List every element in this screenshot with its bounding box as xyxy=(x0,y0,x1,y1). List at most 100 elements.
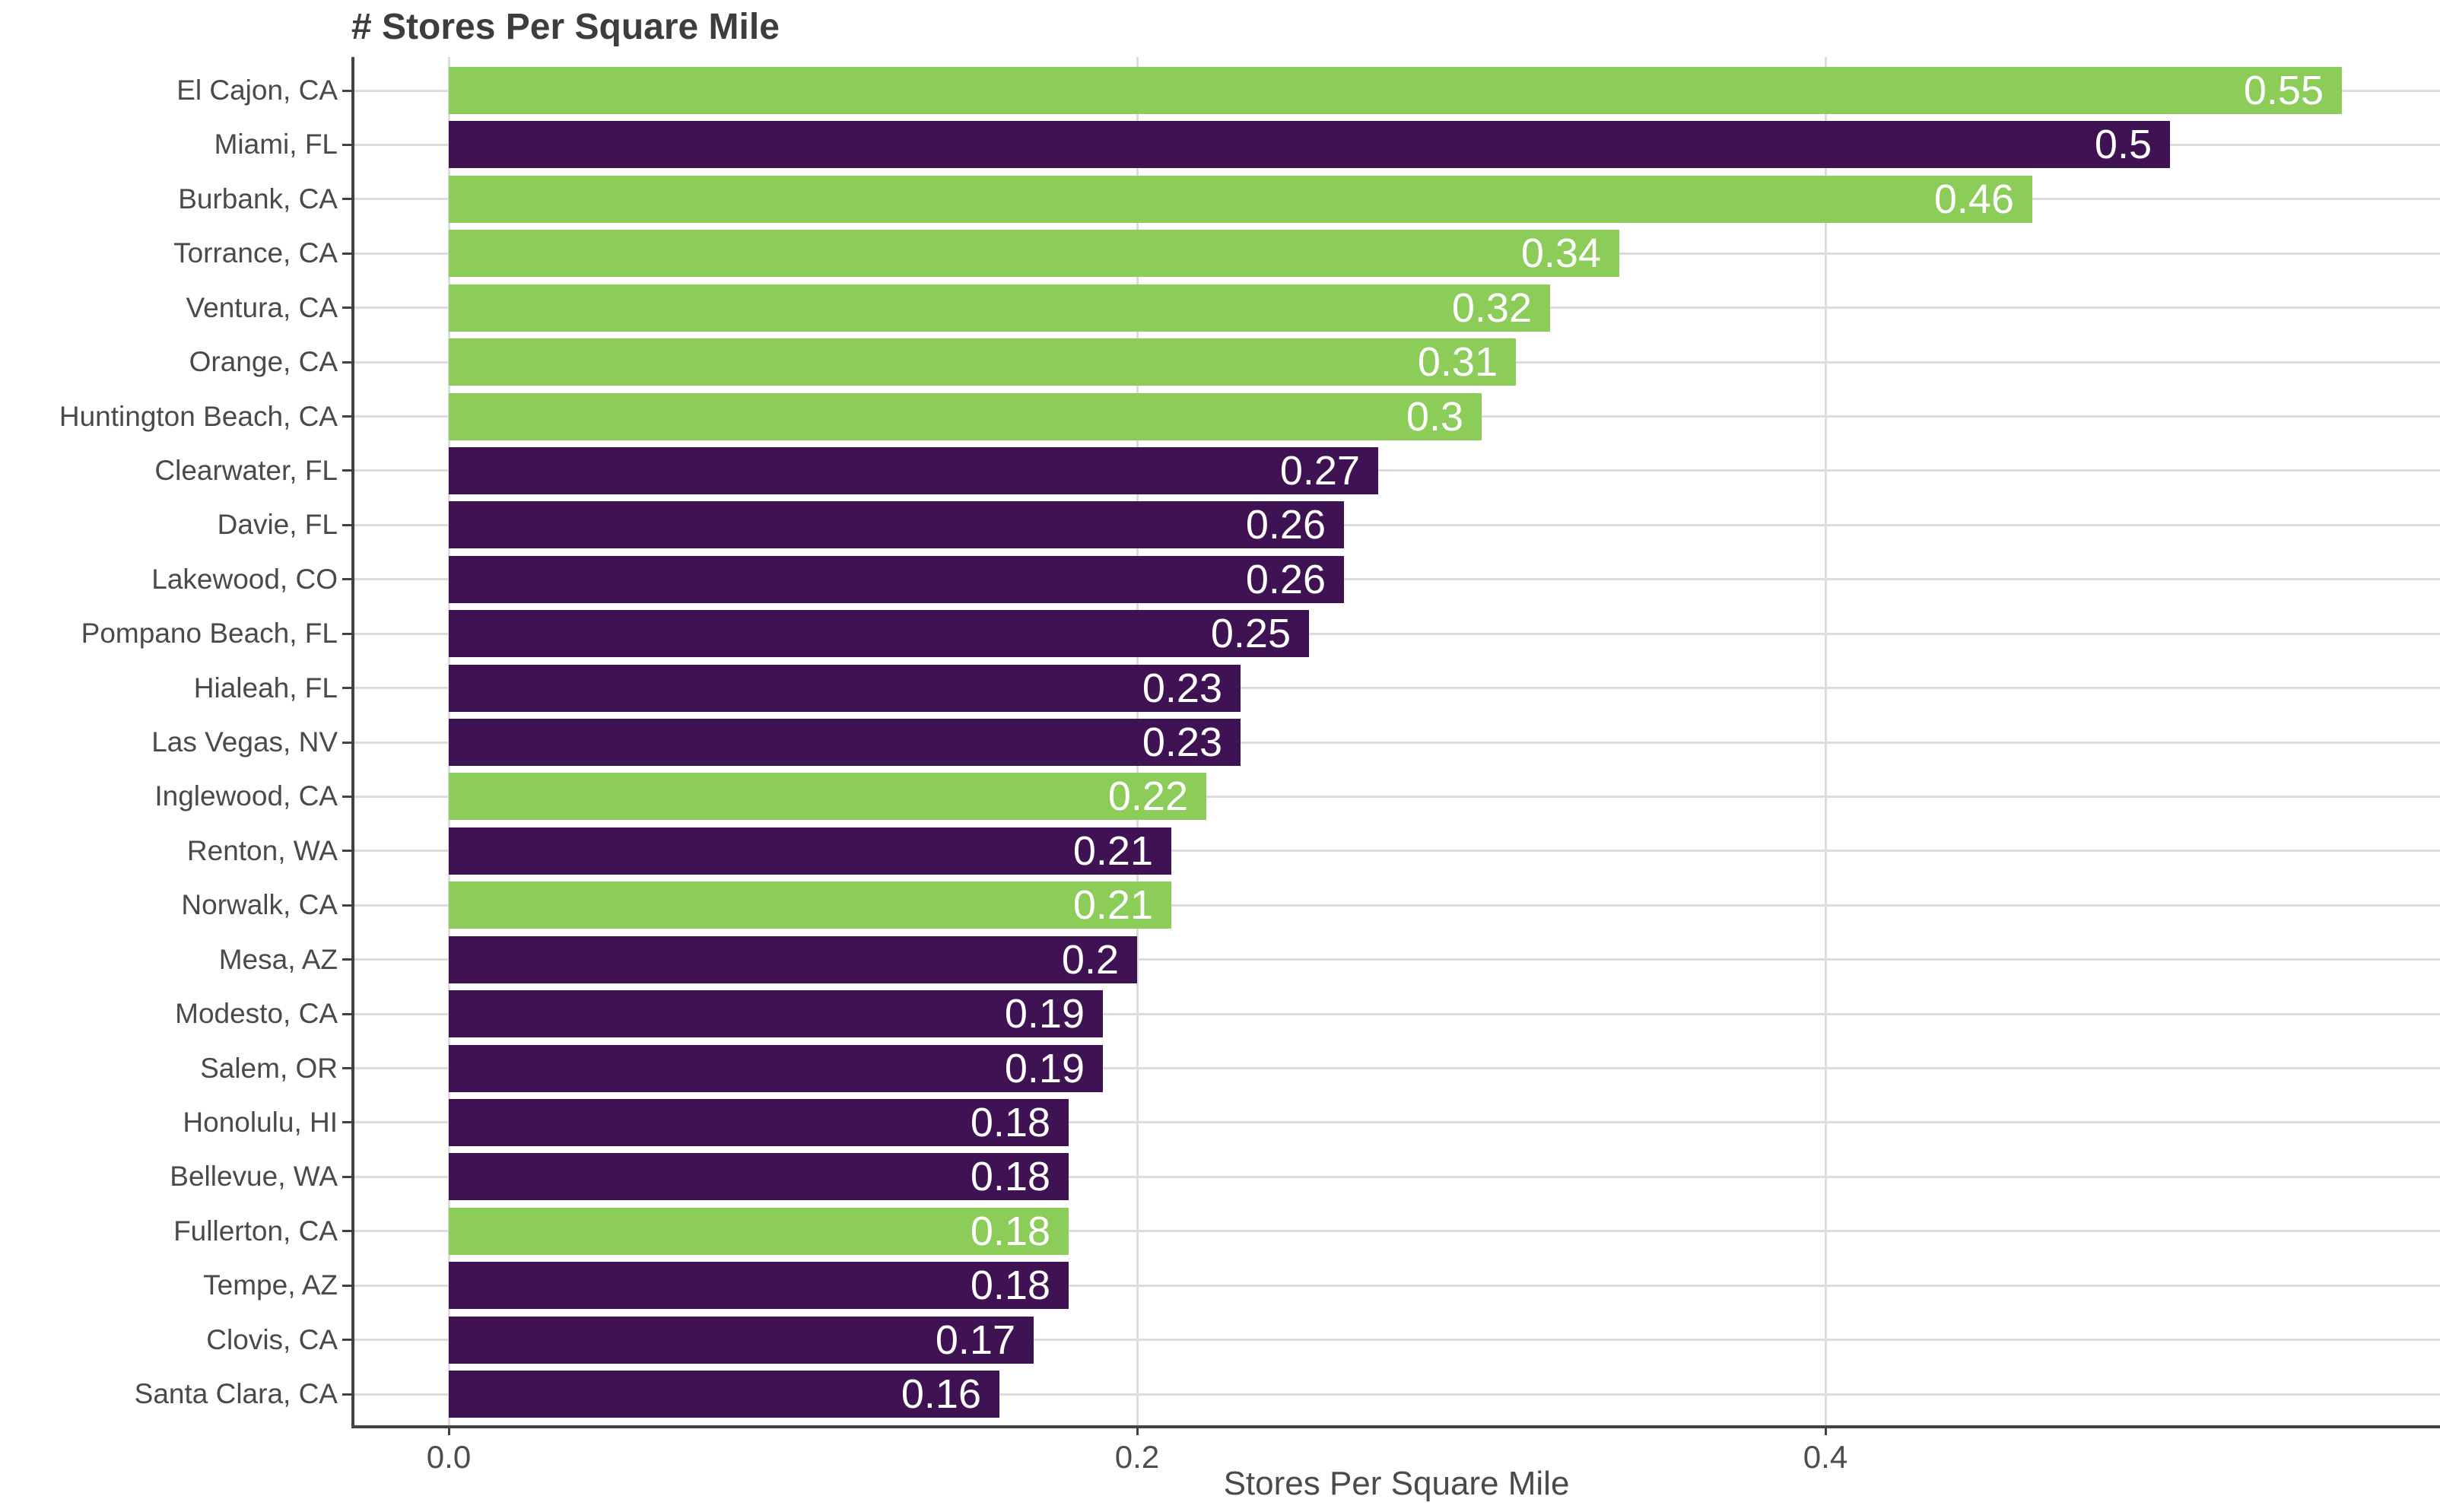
bar-value-label: 0.3 xyxy=(1406,393,1463,440)
bar-value-label: 0.16 xyxy=(901,1371,981,1417)
x-axis-tick xyxy=(447,1425,450,1435)
category-gridline xyxy=(351,1121,2440,1124)
bar-modesto-ca: 0.19 xyxy=(449,990,1103,1038)
bar-value-label: 0.2 xyxy=(1061,936,1119,983)
bar-huntington-beach-ca: 0.3 xyxy=(449,392,1482,440)
bar-value-label: 0.19 xyxy=(1004,991,1085,1037)
bar-value-label: 0.18 xyxy=(970,1208,1050,1254)
bar-inglewood-ca: 0.22 xyxy=(449,773,1206,821)
bar-santa-clara-ca: 0.16 xyxy=(449,1371,999,1418)
category-gridline xyxy=(351,469,2440,472)
y-axis-tick xyxy=(342,143,353,146)
bar-burbank-ca: 0.46 xyxy=(449,175,2032,223)
bar-value-label: 0.22 xyxy=(1107,773,1188,820)
y-axis-label: Torrance, CA xyxy=(173,237,338,269)
bar-value-label: 0.21 xyxy=(1072,882,1153,929)
category-gridline xyxy=(351,1284,2440,1287)
y-axis-tick xyxy=(342,1230,353,1233)
y-axis-tick xyxy=(342,307,353,310)
bar-pompano-beach-fl: 0.25 xyxy=(449,610,1309,658)
bar-value-label: 0.27 xyxy=(1279,447,1360,494)
chart-title: # Stores Per Square Mile xyxy=(351,7,780,47)
category-gridline xyxy=(351,687,2440,690)
y-axis-label: Huntington Beach, CA xyxy=(59,400,338,432)
category-gridline xyxy=(351,850,2440,853)
x-axis-tick-label: 0.2 xyxy=(1114,1439,1160,1475)
y-axis-label: Tempe, AZ xyxy=(203,1269,338,1301)
y-axis-line xyxy=(351,57,354,1428)
category-gridline xyxy=(351,795,2440,798)
y-axis-tick xyxy=(342,1393,353,1396)
y-axis-tick xyxy=(342,469,353,472)
y-axis-tick xyxy=(342,1067,353,1069)
y-axis-label: Ventura, CA xyxy=(186,291,338,323)
x-axis-tick xyxy=(1824,1425,1827,1435)
bar-miami-fl: 0.5 xyxy=(449,121,2170,169)
y-axis-label: Davie, FL xyxy=(217,509,338,541)
bar-value-label: 0.18 xyxy=(970,1154,1050,1200)
y-axis-label: Miami, FL xyxy=(214,129,338,160)
category-gridline xyxy=(351,578,2440,581)
bar-ventura-ca: 0.32 xyxy=(449,284,1550,332)
y-axis-tick xyxy=(342,578,353,581)
x-axis-tick-label: 0.0 xyxy=(426,1439,472,1475)
bar-bellevue-wa: 0.18 xyxy=(449,1153,1069,1201)
bar-torrance-ca: 0.34 xyxy=(449,230,1619,278)
category-gridline xyxy=(351,741,2440,744)
y-axis-tick xyxy=(342,958,353,961)
bar-value-label: 0.26 xyxy=(1245,556,1326,602)
y-axis-tick xyxy=(342,1339,353,1342)
bar-value-label: 0.25 xyxy=(1210,611,1291,657)
bar-orange-ca: 0.31 xyxy=(449,338,1516,386)
y-axis-tick xyxy=(342,632,353,635)
x-axis-line xyxy=(351,1425,2440,1428)
y-axis-label: Las Vegas, NV xyxy=(151,726,338,758)
category-gridline xyxy=(351,1175,2440,1178)
y-axis-tick xyxy=(342,523,353,526)
bar-renton-wa: 0.21 xyxy=(449,827,1171,875)
bar-hialeah-fl: 0.23 xyxy=(449,664,1241,712)
y-axis-tick xyxy=(342,89,353,92)
bar-value-label: 0.34 xyxy=(1520,230,1601,277)
y-axis-tick xyxy=(342,361,353,364)
x-axis-tick-label: 0.4 xyxy=(1803,1439,1848,1475)
bar-value-label: 0.18 xyxy=(970,1263,1050,1309)
y-axis-tick xyxy=(342,687,353,690)
y-axis-label: Hialeah, FL xyxy=(193,672,338,704)
bar-mesa-az: 0.2 xyxy=(449,935,1137,983)
category-gridline xyxy=(351,1339,2440,1342)
y-axis-label: Clearwater, FL xyxy=(154,454,338,486)
y-axis-label: Fullerton, CA xyxy=(173,1215,338,1247)
category-gridline xyxy=(351,1230,2440,1233)
bar-honolulu-hi: 0.18 xyxy=(449,1098,1069,1146)
y-axis-tick xyxy=(342,1121,353,1124)
bar-tempe-az: 0.18 xyxy=(449,1262,1069,1310)
y-axis-label: Clovis, CA xyxy=(206,1323,338,1355)
bar-value-label: 0.31 xyxy=(1417,339,1498,386)
bar-value-label: 0.23 xyxy=(1142,665,1222,711)
y-axis-tick xyxy=(342,1175,353,1178)
x-axis-tick xyxy=(1136,1425,1139,1435)
bar-value-label: 0.26 xyxy=(1245,502,1326,548)
y-axis-label: Bellevue, WA xyxy=(170,1161,338,1193)
bar-value-label: 0.23 xyxy=(1142,719,1222,765)
bar-norwalk-ca: 0.21 xyxy=(449,881,1171,929)
y-axis-tick xyxy=(342,1284,353,1287)
bar-lakewood-co: 0.26 xyxy=(449,555,1344,603)
category-gridline xyxy=(351,523,2440,526)
y-axis-label: Renton, WA xyxy=(186,834,338,866)
bar-value-label: 0.32 xyxy=(1451,284,1532,331)
y-axis-tick xyxy=(342,795,353,798)
bar-value-label: 0.46 xyxy=(1933,176,2014,222)
category-gridline xyxy=(351,1067,2440,1069)
category-gridline xyxy=(351,1393,2440,1396)
y-axis-label: Norwalk, CA xyxy=(181,889,338,921)
y-axis-label: Pompano Beach, FL xyxy=(81,618,338,650)
y-axis-label: Honolulu, HI xyxy=(183,1106,338,1138)
x-axis-title: Stores Per Square Mile xyxy=(1223,1465,1570,1502)
category-gridline xyxy=(351,958,2440,961)
category-gridline xyxy=(351,904,2440,907)
y-axis-label: Inglewood, CA xyxy=(154,780,338,812)
y-axis-label: Mesa, AZ xyxy=(218,943,338,975)
y-axis-tick xyxy=(342,252,353,255)
